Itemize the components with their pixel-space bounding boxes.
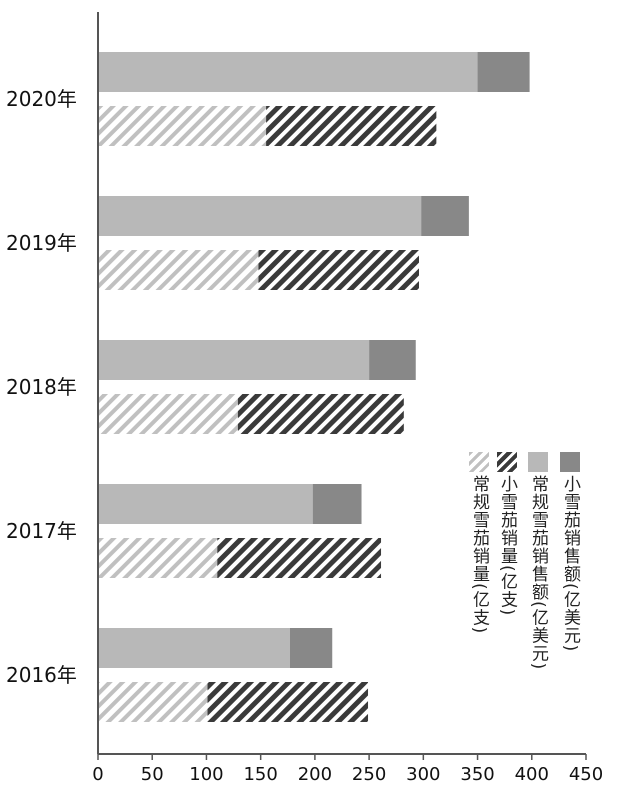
x-tick-label: 400 <box>515 764 549 785</box>
bar-segment <box>98 394 238 434</box>
bar-segment <box>266 106 437 146</box>
bar-segment <box>98 52 478 92</box>
bar-segment <box>98 538 218 578</box>
bar-segment <box>421 196 469 236</box>
bar-segment <box>98 484 313 524</box>
y-category-label: 2019年 <box>6 231 77 255</box>
legend-item: 常规雪茄销量(亿支) <box>469 452 489 634</box>
legend-swatch <box>528 452 548 472</box>
y-category-label: 2016年 <box>6 663 77 687</box>
bar-segment <box>98 196 422 236</box>
y-category-label: 2020年 <box>6 87 77 111</box>
x-tick-label: 350 <box>460 764 494 785</box>
bar-segment <box>98 250 259 290</box>
bar-segment <box>98 106 267 146</box>
legend-swatch <box>560 452 580 472</box>
bar-segment <box>98 628 290 668</box>
bars-layer <box>98 52 530 722</box>
legend-label: 常规雪茄销量(亿支) <box>469 475 489 635</box>
bar-segment <box>237 394 404 434</box>
legend-label: 小雪茄销量(亿支) <box>497 475 517 617</box>
bar-segment <box>369 340 416 380</box>
y-label-layer: 2020年 2019年 2018年 2017年 2016年 <box>6 87 77 687</box>
legend-swatch <box>469 452 489 472</box>
bar-segment <box>207 682 369 722</box>
x-tick-label: 100 <box>189 764 223 785</box>
legend-item: 常规雪茄销售额(亿美元) <box>528 452 548 670</box>
legend-label: 常规雪茄销售额(亿美元) <box>528 475 548 671</box>
bar-segment <box>98 340 370 380</box>
legend-item: 小雪茄销售额(亿美元) <box>560 452 580 652</box>
bar-segment <box>98 682 208 722</box>
bar-segment <box>258 250 419 290</box>
x-tick-label: 300 <box>406 764 440 785</box>
x-tick-label: 450 <box>569 764 603 785</box>
bar-segment <box>312 484 362 524</box>
bar-segment <box>289 628 333 668</box>
y-category-label: 2017年 <box>6 519 77 543</box>
x-tick-layer: 0 50 100 150 200 250 300 350 400 450 <box>92 754 603 785</box>
x-tick-label: 0 <box>92 764 103 785</box>
bar-segment <box>217 538 382 578</box>
y-category-label: 2018年 <box>6 375 77 399</box>
x-tick-label: 150 <box>243 764 277 785</box>
legend-swatch <box>497 452 517 472</box>
bar-segment <box>477 52 530 92</box>
x-tick-label: 50 <box>141 764 164 785</box>
legend-label: 小雪茄销售额(亿美元) <box>560 475 580 653</box>
legend-item: 小雪茄销量(亿支) <box>497 452 517 616</box>
x-tick-label: 250 <box>352 764 386 785</box>
x-tick-label: 200 <box>298 764 332 785</box>
